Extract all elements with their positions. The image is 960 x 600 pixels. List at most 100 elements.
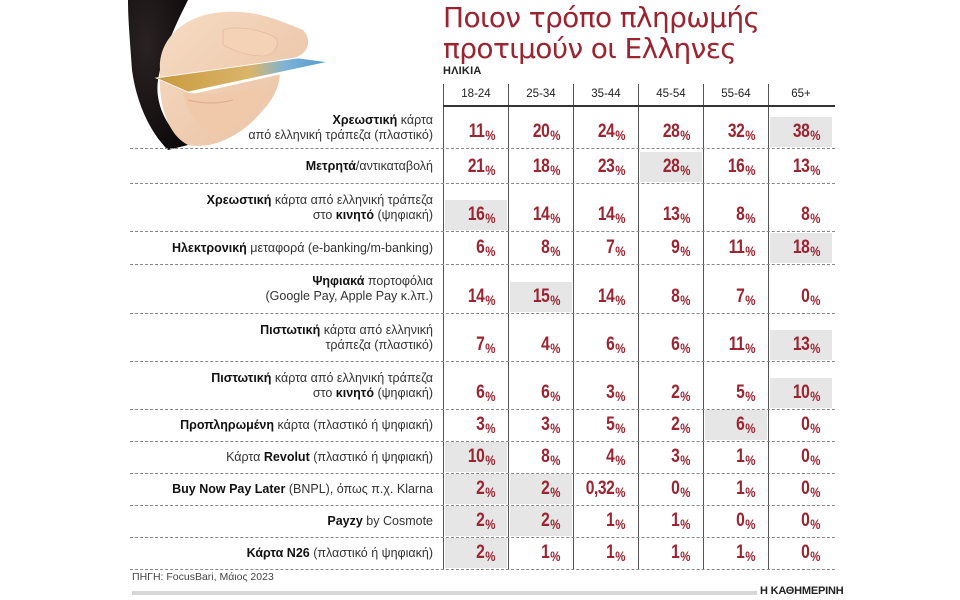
value-cell: 2%: [443, 506, 508, 537]
row-label-bold: Χρεωστική: [206, 192, 272, 207]
value-cell: 1%: [508, 538, 573, 569]
percentage-value: 5%: [715, 364, 755, 407]
percentage-number: 3: [606, 382, 615, 403]
table-header-row: 18-24 25-34 35-44 45-54 55-64 65+: [443, 84, 835, 107]
percentage-value: 2%: [650, 412, 690, 439]
value-cell: 0%: [768, 474, 833, 505]
percentage-number: 3: [476, 414, 485, 435]
value-cell: 2%: [443, 538, 508, 569]
row-label-line-1: Χρεωστική κάρτα από ελληνική τράπεζα: [207, 193, 433, 208]
value-cell: 1%: [638, 538, 703, 569]
percentage-number: 11: [468, 121, 485, 142]
footer-divider: [132, 591, 757, 595]
percent-sign: %: [745, 548, 755, 564]
value-cell: 5%: [573, 410, 638, 441]
percentage-value: 10%: [455, 444, 496, 471]
max-highlight: [770, 378, 832, 408]
percent-sign: %: [615, 340, 625, 356]
percentage-value: 0%: [780, 267, 820, 311]
value-cell: 2%: [638, 410, 703, 441]
percentage-value: 18%: [780, 234, 821, 262]
table-row: Χρεωστική κάρτα από ελληνική τράπεζα στο …: [130, 184, 835, 232]
percent-sign: %: [680, 127, 690, 143]
value-cell: 14%: [508, 184, 573, 231]
value-cell: 2%: [508, 474, 573, 505]
value-cell: 1%: [638, 506, 703, 537]
row-label-bold: Χρεωστική: [332, 112, 398, 127]
value-cell: 9%: [638, 232, 703, 264]
percentage-number: 13: [662, 204, 680, 225]
value-cell: 7%: [443, 314, 508, 361]
percentage-number: 0: [801, 510, 810, 531]
percent-sign: %: [680, 243, 690, 259]
percent-sign: %: [485, 548, 495, 564]
column-header: 65+: [768, 84, 833, 105]
table-row: Μετρητά/αντικαταβολή 21% 18% 23% 28% 16% 13%: [130, 149, 835, 184]
value-cell: 1%: [703, 442, 768, 473]
percent-sign: %: [745, 388, 755, 404]
percent-sign: %: [810, 420, 820, 436]
max-highlight: [445, 506, 507, 536]
value-cell: 0%: [638, 474, 703, 505]
percent-sign: %: [550, 452, 560, 468]
percentage-number: 7: [736, 286, 745, 307]
value-cell: 20%: [508, 107, 573, 148]
row-label-bold: Payzy: [327, 514, 363, 528]
percentage-number: 28: [662, 121, 680, 142]
percentage-number: 18: [532, 156, 550, 177]
value-cell: 28%: [638, 107, 703, 148]
row-label-line-1: Κάρτα N26 (πλαστικό ή ψηφιακή): [247, 546, 433, 561]
percentage-number: 4: [606, 446, 615, 467]
table-row: Ψηφιακά πορτοφόλια (Google Pay, Apple Pay…: [130, 265, 835, 314]
max-highlight: [705, 410, 767, 440]
percentage-number: 9: [671, 237, 680, 258]
row-label-line2-pre: στο: [312, 385, 336, 400]
percentage-number: 2: [671, 382, 680, 403]
percent-sign: %: [550, 388, 560, 404]
percent-sign: %: [745, 452, 755, 468]
percentage-number: 7: [606, 237, 615, 258]
age-axis-label: ΗΛΙΚΙΑ: [443, 65, 482, 77]
percent-sign: %: [485, 484, 495, 500]
percent-sign: %: [615, 420, 625, 436]
value-cell: 8%: [508, 232, 573, 264]
row-label-line2-bold: κινητό: [335, 385, 375, 400]
percentage-value: 14%: [520, 186, 561, 229]
max-highlight: [510, 282, 572, 312]
row-label-line-1: Προπληρωμένη κάρτα (πλαστικό ή ψηφιακή): [180, 418, 433, 433]
percent-sign: %: [615, 484, 625, 500]
row-label-line-1: Πιστωτική κάρτα από ελληνική τράπεζα: [211, 371, 433, 386]
value-cell: 0%: [768, 410, 833, 441]
max-highlight: [445, 538, 507, 568]
table-row: Χρεωστική κάρτα από ελληνική τράπεζα (πλα…: [130, 107, 835, 149]
percentage-number: 1: [671, 510, 680, 531]
percentage-value: 11%: [455, 109, 496, 146]
percent-sign: %: [615, 548, 625, 564]
percent-sign: %: [550, 243, 560, 259]
percentage-number: 4: [541, 334, 550, 355]
percentage-value: 6%: [585, 316, 625, 359]
percent-sign: %: [745, 292, 755, 308]
percentage-number: 6: [476, 382, 485, 403]
percentage-value: 7%: [585, 234, 625, 262]
row-label-line-1: Πιστωτική κάρτα από ελληνική: [260, 323, 433, 338]
percentage-number: 2: [671, 414, 680, 435]
percentage-value: 11%: [715, 316, 756, 359]
row-label-line2-bold: κινητό: [335, 207, 375, 222]
value-cell: 21%: [443, 149, 508, 183]
column-header: 35-44: [573, 84, 638, 105]
hand-holding-credit-card-photo: [128, 0, 333, 160]
percentage-value: 28%: [650, 151, 691, 181]
row-label: Προπληρωμένη κάρτα (πλαστικό ή ψηφιακή): [130, 410, 443, 441]
percentage-number: 2: [476, 542, 485, 563]
row-label-line-2: από ελληνική τράπεζα (πλαστικό): [248, 128, 433, 143]
percentage-value: 13%: [780, 151, 821, 181]
row-label-rest: (πλαστικό ή ψηφιακή): [309, 450, 433, 464]
value-cell: 3%: [443, 410, 508, 441]
percentage-value: 16%: [455, 186, 496, 229]
table-body: Χρεωστική κάρτα από ελληνική τράπεζα (πλα…: [130, 107, 835, 570]
percentage-number: 32: [727, 121, 745, 142]
percentage-number: 2: [541, 510, 550, 531]
row-label-bold: Ηλεκτρονική: [171, 240, 247, 255]
percent-sign: %: [745, 484, 755, 500]
